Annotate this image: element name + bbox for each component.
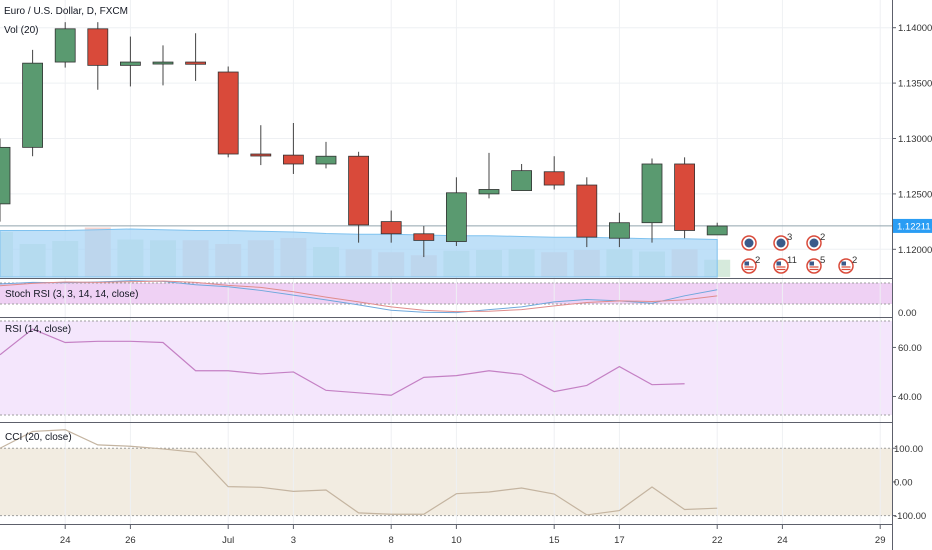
cci-band	[0, 448, 892, 516]
x-tick-label: 8	[389, 535, 394, 546]
candle-body	[282, 154, 304, 165]
candle-body	[576, 184, 598, 238]
candle-body	[152, 61, 174, 65]
flag-canton	[809, 261, 814, 266]
flag-circle	[806, 258, 822, 274]
candle-body	[445, 192, 467, 242]
x-tick-label: 29	[875, 535, 886, 546]
stoch-band	[0, 283, 892, 304]
flag-canton	[841, 261, 846, 266]
stoch-line	[0, 280, 718, 314]
current-price-label: 1.12211	[897, 221, 931, 232]
chart-title: Euro / U.S. Dollar, D, FXCM	[4, 6, 128, 17]
y-tick-label: 1.12000	[898, 245, 932, 256]
stoch-tick-label: 0.00	[898, 308, 917, 319]
globe-fill	[809, 238, 819, 248]
cci-tick-label: 100.00	[894, 444, 923, 455]
event-count: 2	[852, 255, 857, 266]
flag-canton	[744, 261, 749, 266]
globe-flag-icon	[741, 235, 757, 251]
us-flag-icon: 2	[741, 255, 760, 274]
cci-line	[0, 429, 718, 516]
candle-body	[609, 222, 630, 239]
candle-body	[185, 61, 207, 65]
candle-body	[674, 163, 695, 231]
us-flag-icon: 11	[773, 255, 797, 274]
x-tick-label: 26	[125, 535, 136, 546]
cci-label: CCI (20, close)	[5, 432, 72, 443]
event-count: 5	[820, 255, 825, 266]
flag-circle	[741, 258, 757, 274]
us-flag-icon: 2	[838, 255, 857, 274]
candle-body	[315, 155, 337, 165]
candle-body	[511, 170, 533, 191]
flag-circle	[838, 258, 854, 274]
flag-circle	[773, 258, 789, 274]
x-tick-label: 15	[549, 535, 560, 546]
candle-body	[54, 28, 76, 63]
candle-body	[543, 171, 565, 186]
event-count: 2	[820, 232, 825, 243]
candle-body	[120, 61, 141, 66]
rsi-band	[0, 321, 892, 415]
candle-body	[87, 28, 109, 66]
candle-body	[478, 189, 500, 195]
stoch-rsi-label: Stoch RSI (3, 3, 14, 14, close)	[5, 289, 138, 300]
globe-fill	[744, 238, 754, 248]
rsi-tick-label: 60.00	[898, 343, 922, 354]
stoch-line	[0, 280, 718, 313]
candle-body	[413, 233, 435, 241]
cci-tick-label: -100.00	[894, 511, 926, 522]
candle-body	[641, 163, 663, 224]
candle-body	[250, 153, 272, 157]
event-count: 2	[755, 255, 760, 266]
x-tick-label: 10	[451, 535, 462, 546]
x-tick-label: 24	[777, 535, 788, 546]
volume-label: Vol (20)	[4, 25, 38, 36]
y-tick-label: 1.13000	[898, 134, 932, 145]
us-flag-icon: 5	[806, 255, 825, 274]
panel-backgrounds	[0, 282, 892, 517]
x-tick-label: 24	[60, 535, 71, 546]
rsi-label: RSI (14, close)	[5, 324, 71, 335]
event-count: 3	[787, 232, 792, 243]
rsi-tick-label: 40.00	[898, 392, 922, 403]
flag-canton	[776, 261, 781, 266]
x-tick-label: 3	[291, 535, 296, 546]
candle-body	[380, 221, 402, 235]
candle-body	[0, 146, 11, 205]
event-count: 11	[787, 255, 797, 266]
y-tick-label: 1.14000	[898, 23, 932, 34]
cci-tick-label: 0.00	[894, 477, 913, 488]
price-axis-bg	[893, 0, 932, 550]
rsi-line	[0, 328, 685, 396]
globe-flag-icon: 3	[773, 232, 792, 251]
x-tick-label: 22	[712, 535, 723, 546]
candle-body	[706, 225, 728, 236]
candle-body	[348, 155, 370, 226]
globe-flag-icon: 2	[806, 232, 825, 251]
candle-body	[217, 71, 239, 155]
globe-fill	[776, 238, 786, 248]
y-tick-label: 1.13500	[898, 79, 932, 90]
x-tick-label: Jul	[222, 535, 234, 546]
chart-marks: 3 2 2 11 5 2	[0, 22, 892, 516]
x-tick-label: 17	[614, 535, 625, 546]
current-price-badge	[893, 218, 932, 233]
y-tick-label: 1.12500	[898, 189, 932, 200]
candle-body	[22, 62, 44, 148]
volume-ma-area	[0, 228, 718, 278]
